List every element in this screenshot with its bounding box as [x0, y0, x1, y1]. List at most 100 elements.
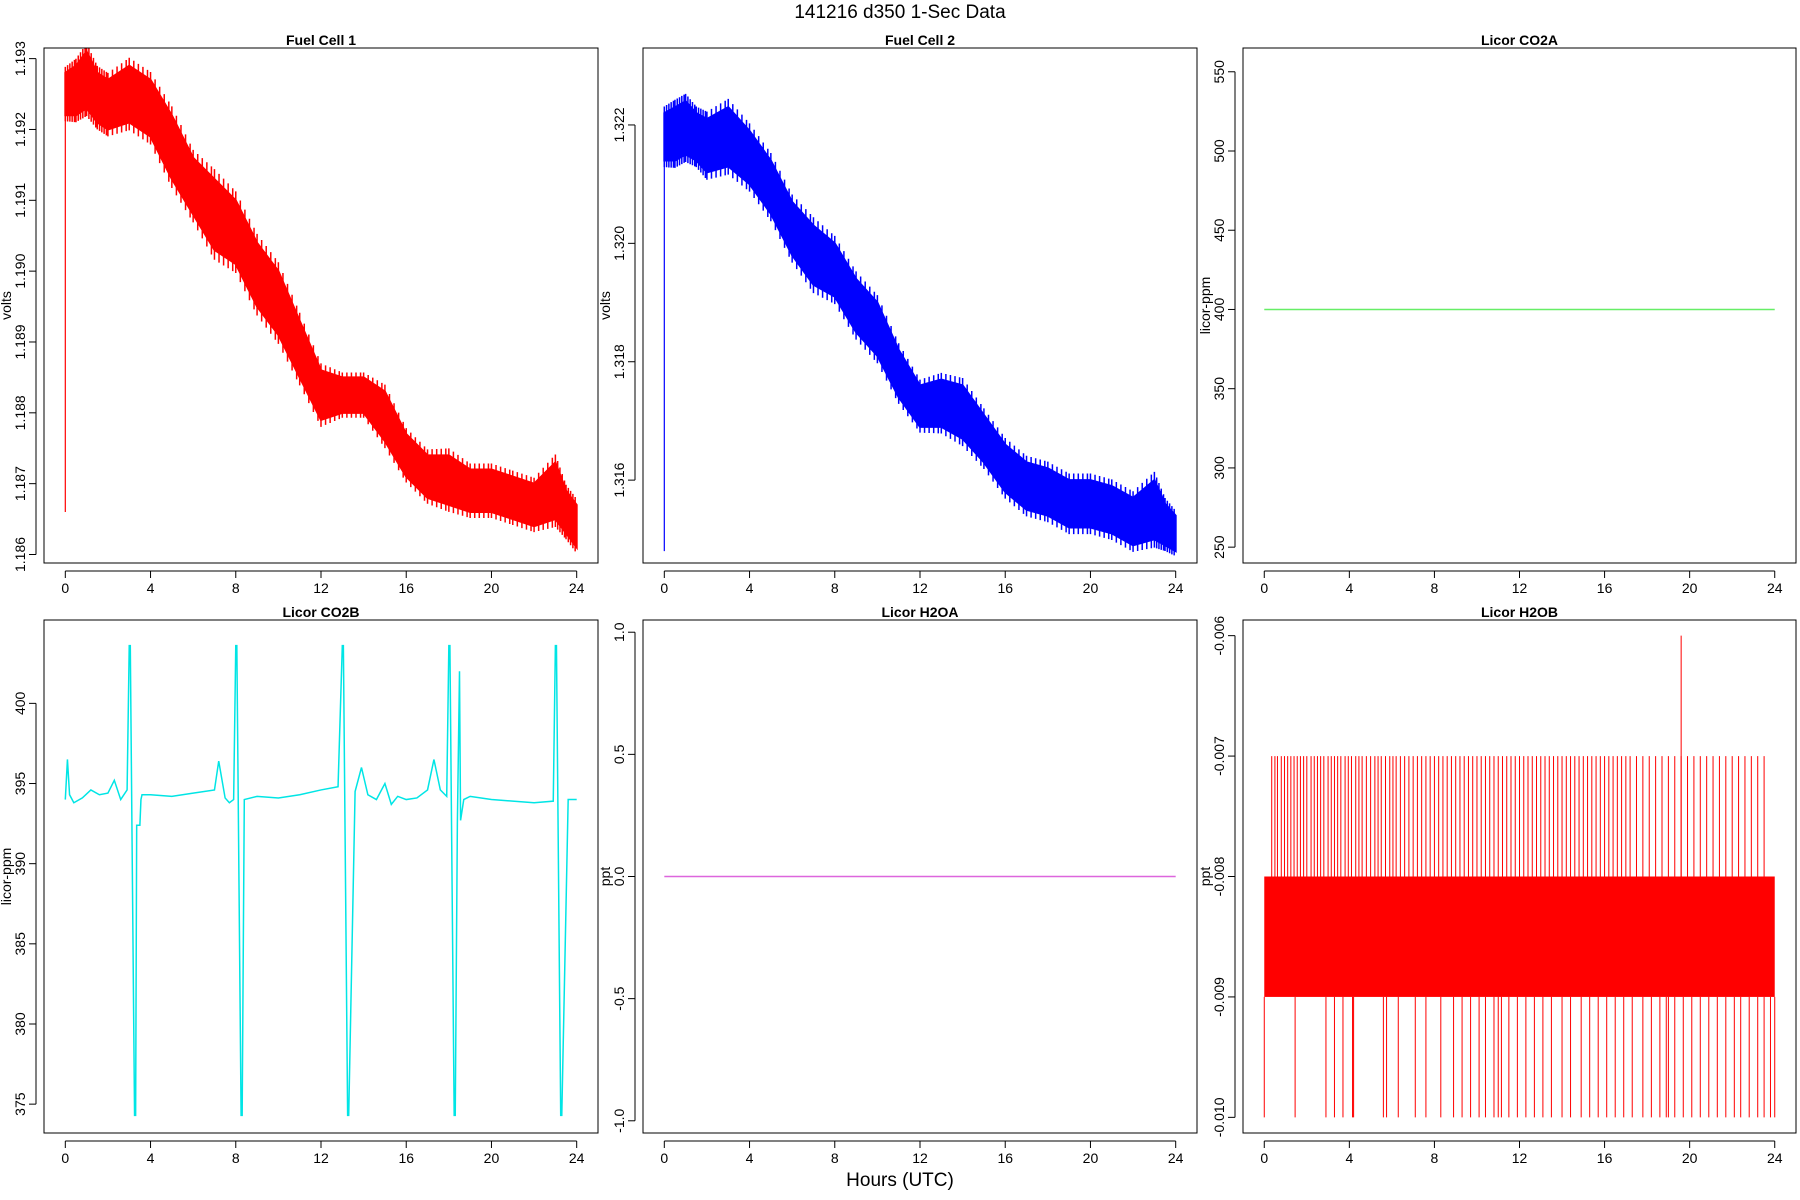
- x-tick-label: 16: [1597, 580, 1613, 596]
- x-tick-label: 20: [1682, 580, 1698, 596]
- y-tick-label: 550: [1211, 60, 1227, 84]
- x-tick-label: 8: [232, 1150, 240, 1166]
- x-tick-label: 12: [313, 580, 329, 596]
- y-tick-label: 400: [1211, 298, 1227, 322]
- x-tick-label: 24: [1767, 1150, 1783, 1166]
- y-tick-label: -0.006: [1211, 616, 1227, 656]
- y-tick-label: 450: [1211, 218, 1227, 242]
- x-tick-label: 20: [1083, 1150, 1099, 1166]
- y-axis-label: ppt: [1197, 867, 1213, 887]
- plot-area: [64, 48, 578, 552]
- plot-frame: [43, 619, 599, 1134]
- y-tick-label: 0.0: [611, 867, 627, 887]
- x-tick-label: 20: [484, 580, 500, 596]
- y-tick-label: -0.010: [1211, 1097, 1227, 1137]
- x-tick-label: 16: [997, 1150, 1013, 1166]
- series-band: [1264, 876, 1775, 997]
- x-tick-label: 12: [912, 580, 928, 596]
- chart-title: Licor H2OA: [881, 604, 958, 620]
- x-tick-label: 24: [1168, 1150, 1184, 1166]
- y-tick-label: 400: [12, 691, 28, 715]
- plot-frame: [43, 47, 599, 564]
- x-tick-label: 12: [1512, 1150, 1528, 1166]
- upper-spikes: [1271, 756, 1765, 877]
- y-tick-label: 300: [1211, 456, 1227, 480]
- x-tick-label: 0: [61, 580, 69, 596]
- y-tick-label: 375: [12, 1092, 28, 1116]
- x-tick-label: 0: [660, 580, 668, 596]
- y-axis-label: licor-ppm: [0, 848, 14, 906]
- x-tick-label: 4: [1345, 1150, 1353, 1166]
- y-tick-label: 1.0: [611, 622, 627, 642]
- y-tick-label: 1.187: [12, 466, 28, 501]
- x-tick-label: 20: [1682, 1150, 1698, 1166]
- chart-panel: Licor H2OB ppt 0 4 8 12 16 20 24 -0.010 -0.009 -0.0…: [1197, 604, 1797, 1166]
- y-tick-label: 1.318: [611, 344, 627, 379]
- y-tick-label: 395: [12, 772, 28, 796]
- x-tick-label: 4: [746, 1150, 754, 1166]
- x-tick-label: 24: [569, 1150, 585, 1166]
- y-tick-label: 1.190: [12, 253, 28, 288]
- series-line: [64, 644, 577, 1117]
- x-tick-label: 8: [1431, 580, 1439, 596]
- series-noise: [663, 93, 1176, 556]
- y-tick-label: -0.007: [1211, 736, 1227, 776]
- x-tick-label: 0: [660, 1150, 668, 1166]
- chart-title: Fuel Cell 1: [286, 32, 356, 48]
- y-tick-label: 390: [12, 852, 28, 876]
- y-tick-label: 380: [12, 1012, 28, 1036]
- y-tick-label: 1.322: [611, 107, 627, 142]
- y-tick-label: 350: [1211, 377, 1227, 401]
- chart-panel: Fuel Cell 1 volts 0 4 8 12 16 20 24 1.186 1.187 1.1…: [0, 32, 599, 596]
- chart-panel: Licor H2OA ppt 0 4 8 12 16 20 24 -1.0 -0.5 0.0 0.5 1.…: [597, 604, 1198, 1166]
- x-tick-label: 8: [1431, 1150, 1439, 1166]
- y-tick-label: 1.320: [611, 226, 627, 261]
- x-tick-label: 4: [147, 1150, 155, 1166]
- chart-title: Licor CO2B: [282, 604, 359, 620]
- x-tick-label: 16: [1597, 1150, 1613, 1166]
- y-tick-label: 1.189: [12, 324, 28, 359]
- chart-title: Licor H2OB: [1481, 604, 1558, 620]
- x-tick-label: 20: [484, 1150, 500, 1166]
- x-tick-label: 8: [831, 580, 839, 596]
- x-tick-label: 24: [569, 580, 585, 596]
- plot-frame: [1242, 619, 1797, 1134]
- x-tick-label: 16: [398, 580, 414, 596]
- x-tick-label: 0: [1260, 580, 1268, 596]
- y-tick-label: 1.188: [12, 395, 28, 430]
- y-tick-label: -0.5: [611, 986, 627, 1010]
- x-tick-label: 12: [1512, 580, 1528, 596]
- y-axis-label: ppt: [597, 867, 613, 887]
- plot-area: [1263, 635, 1776, 1118]
- plot-area: [64, 644, 577, 1117]
- chart-title: Licor CO2A: [1481, 32, 1558, 48]
- x-tick-label: 0: [61, 1150, 69, 1166]
- x-axis-label: Hours (UTC): [846, 1170, 954, 1191]
- chart-panel: Fuel Cell 2 volts 0 4 8 12 16 20 24 1.316 1.318 1.3…: [597, 32, 1198, 596]
- y-tick-label: 1.192: [12, 112, 28, 147]
- y-tick-label: 1.186: [12, 537, 28, 572]
- x-tick-label: 4: [147, 580, 155, 596]
- x-tick-label: 8: [232, 580, 240, 596]
- y-axis-label: licor-ppm: [1197, 277, 1213, 335]
- x-tick-label: 16: [997, 580, 1013, 596]
- y-tick-label: 250: [1211, 535, 1227, 559]
- series-noise: [64, 48, 577, 552]
- x-tick-label: 12: [313, 1150, 329, 1166]
- y-tick-label: -0.009: [1211, 977, 1227, 1017]
- y-tick-label: 1.191: [12, 183, 28, 218]
- lower-spikes: [1263, 996, 1776, 1118]
- y-tick-label: 500: [1211, 139, 1227, 163]
- y-axis-label: volts: [0, 291, 14, 320]
- plot-area: [663, 93, 1177, 556]
- chart-panel: Licor CO2B licor-ppm 0 4 8 12 16 20 24 375 380 385 3…: [0, 604, 599, 1166]
- x-tick-label: 4: [1345, 580, 1353, 596]
- y-tick-label: 385: [12, 932, 28, 956]
- plot-frame: [642, 47, 1198, 564]
- x-tick-label: 12: [912, 1150, 928, 1166]
- y-tick-label: 1.316: [611, 462, 627, 497]
- y-tick-label: -0.008: [1211, 856, 1227, 896]
- plot-frame: [1242, 47, 1797, 564]
- x-tick-label: 8: [831, 1150, 839, 1166]
